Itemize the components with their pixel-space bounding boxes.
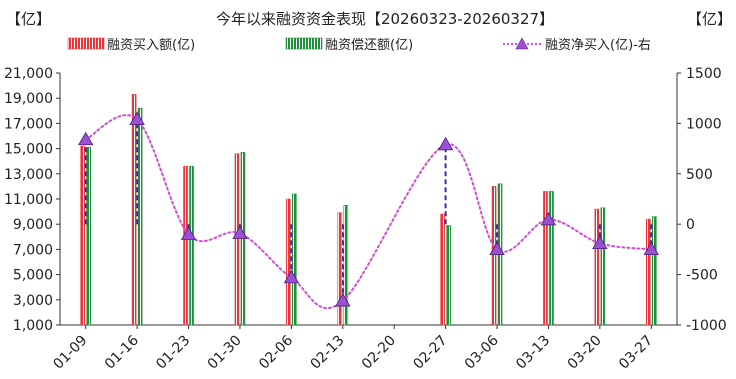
- bar-buy: [337, 212, 343, 326]
- right-axis-tick-label: 0: [686, 217, 695, 233]
- x-axis-tick-label: 01-16: [102, 332, 142, 372]
- legend-swatch-repay: [285, 37, 323, 50]
- left-axis-tick-label: 3,000: [13, 293, 53, 309]
- bar-buy: [286, 198, 291, 326]
- x-axis-tick-label: 03-06: [462, 332, 502, 372]
- net-buy-line: [84, 114, 653, 309]
- bar-repay: [189, 165, 194, 326]
- right-axis-tick-label: -1000: [686, 318, 727, 334]
- net-buy-point: [180, 226, 197, 240]
- right-axis-tick-label: -500: [686, 268, 718, 284]
- bar-buy: [131, 94, 137, 326]
- bar-buy: [440, 213, 445, 326]
- right-axis-tick-label: 1500: [686, 66, 722, 82]
- bar-repay: [651, 216, 657, 326]
- left-axis-tick-label: 17,000: [4, 116, 53, 132]
- net-buy-point: [489, 241, 505, 256]
- bar-buy: [645, 218, 651, 326]
- bar-repay: [446, 225, 451, 326]
- legend-marker-net: [515, 37, 529, 50]
- bar-repay: [86, 147, 92, 326]
- bar-buy: [80, 145, 86, 326]
- net-buy-point: [437, 136, 454, 151]
- left-axis-tick-label: 9,000: [13, 217, 53, 233]
- bar-repay: [292, 193, 297, 326]
- legend-label-buy: 融资买入额(亿): [107, 38, 195, 53]
- right-unit-label: 【亿】: [687, 10, 732, 28]
- x-axis-tick-label: 02-06: [256, 332, 296, 372]
- bar-repay: [600, 207, 606, 326]
- left-axis-tick-label: 13,000: [4, 167, 53, 183]
- left-axis-tick-label: 21,000: [4, 66, 53, 82]
- net-buy-point: [232, 225, 248, 239]
- left-axis-tick-label: 11,000: [4, 192, 53, 208]
- left-axis-tick-label: 19,000: [4, 91, 53, 107]
- x-axis-tick-label: 02-20: [359, 333, 399, 373]
- legend-label-repay: 融资偿还额(亿): [325, 38, 413, 53]
- net-line-group: [78, 111, 659, 309]
- net-buy-point: [78, 131, 94, 146]
- bar-repay: [549, 191, 554, 326]
- chart-title: 今年以来融资资金表现【20260323-20260327】: [216, 10, 554, 28]
- right-axis-tick-label: 500: [686, 167, 713, 183]
- net-buy-point: [129, 111, 145, 126]
- net-buy-point: [643, 241, 659, 256]
- net-buy-point: [283, 269, 300, 284]
- bar-buy: [183, 165, 188, 326]
- net-buy-point: [592, 235, 608, 250]
- bar-buy: [543, 191, 548, 326]
- bar-buy: [491, 186, 497, 326]
- bar-buy: [234, 153, 240, 326]
- x-axis-tick-label: 01-09: [50, 333, 90, 373]
- right-axis-tick-label: 1000: [686, 116, 722, 132]
- bar-buy: [594, 208, 600, 326]
- axes: 1,000 3,000 5,000 7,000 9,000 11,000 13,000 15,…: [4, 66, 727, 373]
- x-axis-tick-label: 03-27: [616, 333, 656, 373]
- net-buy-point: [540, 211, 557, 226]
- x-axis-tick-label: 03-13: [513, 333, 553, 373]
- left-axis-tick-label: 5,000: [13, 268, 53, 284]
- bar-repay: [137, 107, 143, 326]
- left-axis-tick-label: 1,000: [13, 318, 53, 334]
- left-axis-tick-label: 7,000: [13, 242, 53, 258]
- x-axis-tick-label: 02-27: [410, 333, 450, 373]
- x-axis-tick-label: 02-13: [308, 333, 348, 373]
- legend: 融资买入额(亿) 融资偿还额(亿) 融资净买入(亿)-右: [67, 37, 651, 53]
- left-axis-tick-label: 15,000: [4, 142, 53, 158]
- legend-swatch-buy: [67, 37, 105, 50]
- x-axis-tick-label: 03-20: [565, 333, 605, 373]
- left-unit-label: 【亿】: [6, 10, 51, 28]
- bars: [80, 94, 657, 326]
- x-axis-tick-label: 01-23: [153, 333, 193, 373]
- x-axis-tick-label: 01-30: [205, 333, 245, 373]
- net-buy-point: [335, 293, 351, 307]
- legend-label-net: 融资净买入(亿)-右: [545, 38, 651, 53]
- bar-repay: [343, 205, 349, 326]
